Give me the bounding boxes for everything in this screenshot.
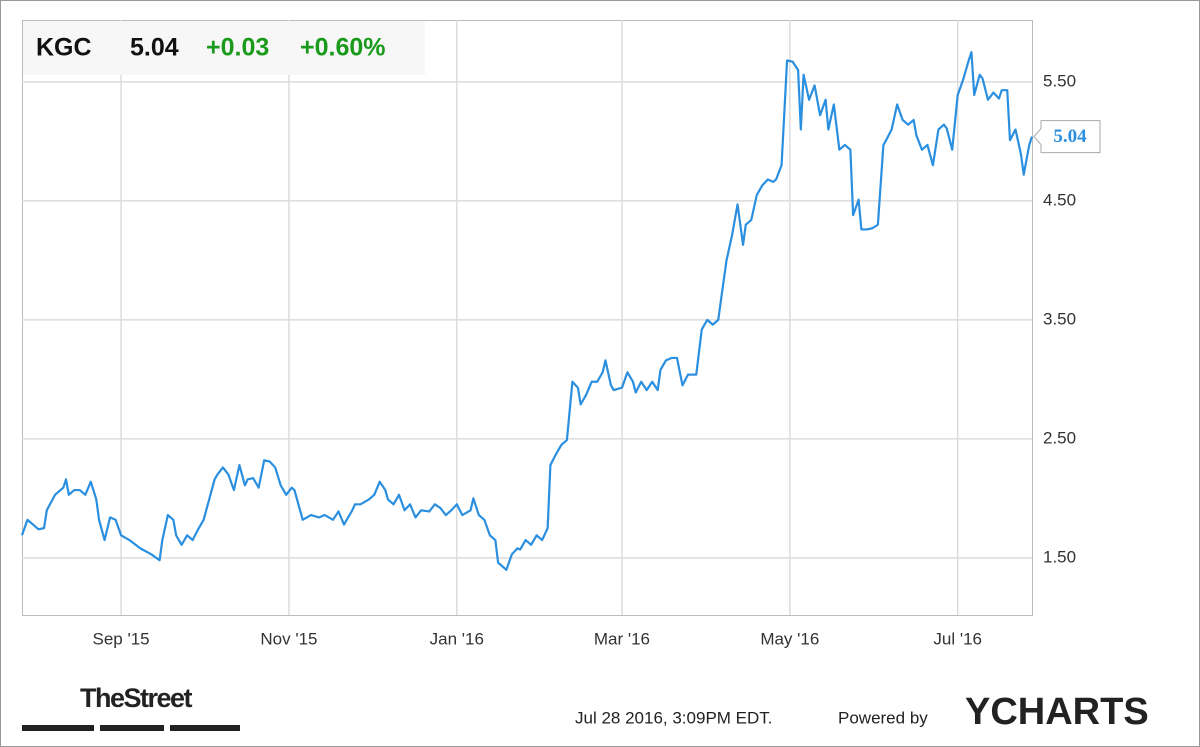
brand: YCHARTS <box>965 691 1149 733</box>
x-tick-label: Sep '15 <box>93 629 150 648</box>
plot-area <box>22 20 1033 616</box>
y-tick-label: 5.50 <box>1043 71 1076 90</box>
series <box>20 51 1034 571</box>
price: 5.04 <box>130 34 179 62</box>
grid <box>22 20 1032 615</box>
y-tick-label: 3.50 <box>1043 309 1076 328</box>
y-tick-label: 4.50 <box>1043 190 1076 209</box>
y-tick-label: 1.50 <box>1043 547 1076 566</box>
price-line <box>20 51 1034 571</box>
logo-bar <box>170 725 240 731</box>
ticker: KGC <box>36 34 92 62</box>
last-value-callout <box>1033 120 1101 154</box>
x-tick-label: Jan '16 <box>430 629 484 648</box>
y-tick-label: 2.50 <box>1043 428 1076 447</box>
x-tick-label: May '16 <box>760 629 819 648</box>
source-logo: TheStreet <box>80 683 193 713</box>
x-tick-label: Mar '16 <box>594 629 650 648</box>
last-value-label: 5.04 <box>1053 126 1087 147</box>
change-percent: +0.60% <box>300 34 386 62</box>
quote-box <box>23 21 425 75</box>
x-tick-label: Nov '15 <box>260 629 317 648</box>
x-tick-label: Jul '16 <box>933 629 982 648</box>
labels: 1.50 2.50 3.50 4.50 5.50 Sep '15 Nov '15 Jan '1… <box>93 71 1101 648</box>
logo-bar <box>100 725 164 731</box>
logo-bar <box>22 725 94 731</box>
change: +0.03 <box>206 34 269 62</box>
timestamp: Jul 28 2016, 3:09PM EDT. <box>575 708 773 727</box>
powered-by: Powered by <box>838 708 928 727</box>
